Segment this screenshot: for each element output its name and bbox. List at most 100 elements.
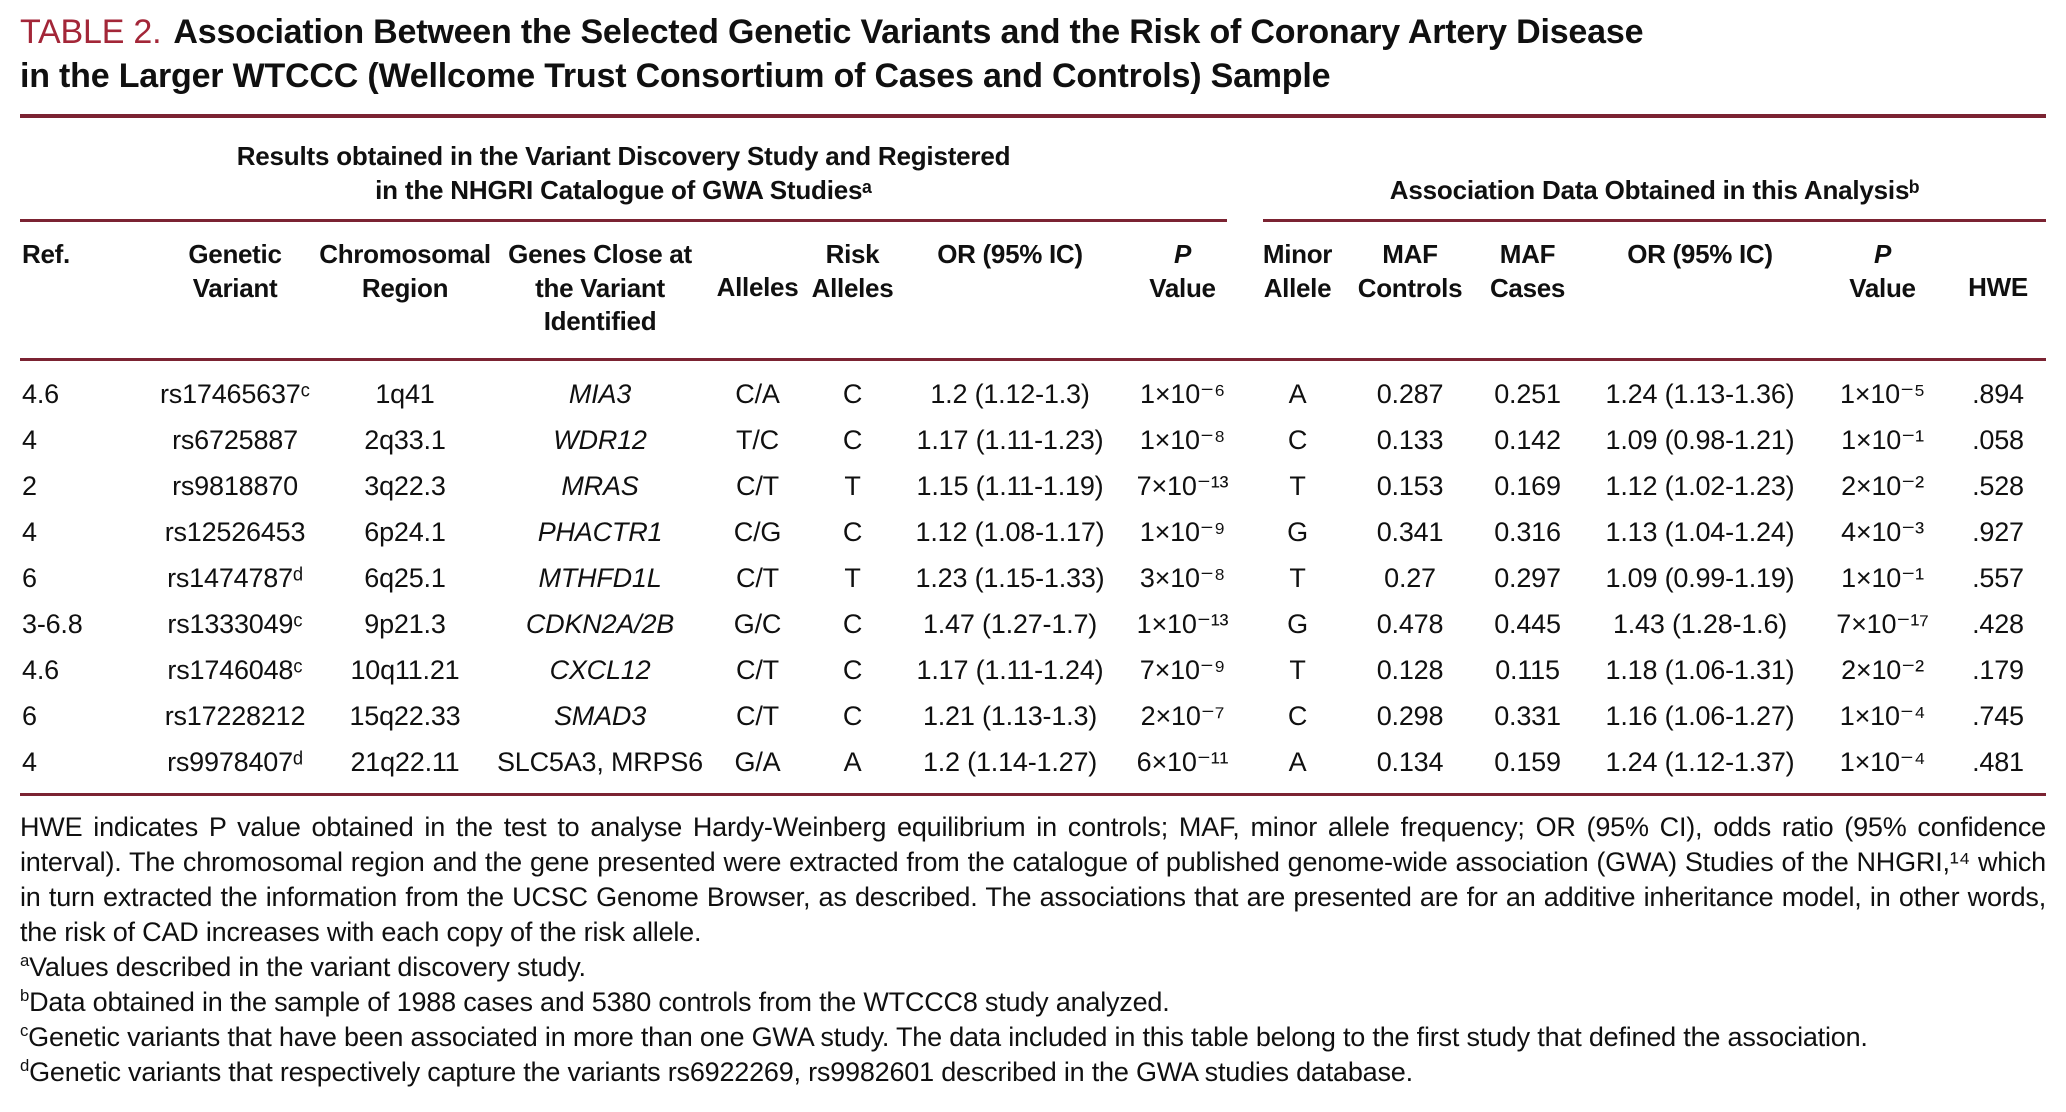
cell-or-analysis: 1.24 (1.13-1.36) (1605, 378, 1795, 409)
cell-maf-controls: 0.27 (1384, 562, 1436, 593)
cell-p-analysis: 2×10⁻² (1841, 654, 1924, 685)
cell-alleles: C/G (733, 516, 782, 547)
bottom-rule (20, 793, 2046, 797)
column-header-maf-controls: MAF Controls (1357, 239, 1463, 303)
footnote-a: aValues described in the variant discove… (20, 950, 2046, 985)
cell-maf-cases: 0.169 (1494, 470, 1561, 501)
cell-or-analysis: 1.13 (1.04-1.24) (1605, 516, 1795, 547)
footnote-general: HWE indicates P value obtained in the te… (20, 812, 2046, 948)
cell-p-analysis: 4×10⁻³ (1841, 516, 1924, 547)
column-header-hwe: HWE (1968, 272, 2028, 303)
group-header-analysis: Association Data Obtained in this Analys… (1263, 118, 2046, 223)
cell-alleles: C/T (736, 470, 779, 501)
table-title-line1: Association Between the Selected Genetic… (173, 13, 1644, 51)
cell-variant: rs9978407ᵈ (167, 746, 303, 777)
cell-minor: A (1288, 746, 1307, 777)
cell-region: 21q22.11 (350, 746, 460, 777)
cell-minor: G (1287, 608, 1308, 639)
cell-hwe: .894 (1972, 378, 2024, 409)
cell-region: 6q25.1 (364, 562, 446, 593)
cell-or-discovery: 1.17 (1.11-1.23) (916, 424, 1104, 455)
cell-risk: T (844, 470, 861, 501)
cell-risk: C (842, 378, 863, 409)
cell-risk: C (842, 654, 863, 685)
cell-or-discovery: 1.15 (1.11-1.19) (916, 470, 1104, 501)
cell-or-analysis: 1.24 (1.12-1.37) (1605, 746, 1795, 777)
cell-p-analysis: 2×10⁻² (1841, 470, 1924, 501)
footnote-d: dGenetic variants that respectively capt… (20, 1055, 2046, 1090)
cell-genes: SLC5A3, MRPS6 (497, 746, 703, 777)
cell-hwe: .058 (1972, 424, 2024, 455)
cell-alleles: G/C (733, 608, 782, 639)
cell-genes: PHACTR1 (537, 516, 663, 547)
top-rule (20, 114, 2046, 119)
cell-variant: rs1474787ᵈ (167, 562, 303, 593)
cell-p-analysis: 1×10⁻⁵ (1839, 378, 1926, 409)
cell-ref: 4.6 (22, 378, 59, 409)
cell-maf-cases: 0.115 (1495, 654, 1560, 685)
cell-or-analysis: 1.16 (1.06-1.27) (1605, 700, 1795, 731)
cell-hwe: .557 (1972, 562, 2024, 593)
column-header-p-discovery: P Value (1149, 239, 1216, 303)
cell-maf-cases: 0.142 (1494, 424, 1561, 455)
cell-alleles: C/T (736, 700, 779, 731)
cell-or-discovery: 1.2 (1.14-1.27) (922, 746, 1098, 777)
cell-minor: C (1287, 424, 1308, 455)
cell-maf-cases: 0.251 (1494, 378, 1561, 409)
cell-risk: T (844, 562, 861, 593)
cell-risk: C (842, 608, 863, 639)
column-header-minor: Minor Allele (1262, 239, 1333, 303)
cell-or-discovery: 1.12 (1.08-1.17) (915, 516, 1105, 547)
footnote-d-marker: d (20, 1056, 30, 1076)
column-header-or-discovery: OR (95% IC) (937, 239, 1083, 270)
cell-minor: T (1289, 470, 1306, 501)
column-header-region: Chromosomal Region (319, 239, 491, 303)
cell-genes: SMAD3 (553, 700, 647, 731)
cell-p-analysis: 1×10⁻¹ (1841, 562, 1924, 593)
cell-or-discovery: 1.2 (1.12-1.3) (930, 378, 1090, 409)
cell-p-discovery: 2×10⁻⁷ (1140, 700, 1225, 731)
cell-hwe: .528 (1972, 470, 2024, 501)
cell-or-analysis: 1.18 (1.06-1.31) (1605, 654, 1795, 685)
cell-p-analysis: 1×10⁻¹ (1841, 424, 1924, 455)
group-header-label: Association Data Obtained in this Analys… (1389, 174, 1920, 205)
cell-variant: rs1746048ᶜ (167, 654, 303, 685)
cell-variant: rs9818870 (172, 470, 298, 501)
cell-maf-controls: 0.153 (1376, 470, 1444, 501)
column-header-or-analysis: OR (95% IC) (1627, 239, 1773, 270)
group-header-discovery: Results obtained in the Variant Discover… (20, 118, 1227, 223)
cell-maf-cases: 0.316 (1494, 516, 1561, 547)
cell-maf-cases: 0.331 (1494, 700, 1561, 731)
cell-minor: C (1287, 700, 1308, 731)
cell-region: 10q11.21 (350, 654, 460, 685)
footnote-a-marker: a (20, 951, 30, 971)
cell-hwe: .179 (1972, 654, 2024, 685)
footnotes: HWE indicates P value obtained in the te… (20, 810, 2046, 1090)
cell-ref: 4 (22, 424, 37, 455)
footnote-c-marker: c (20, 1021, 29, 1041)
cell-maf-controls: 0.133 (1376, 424, 1444, 455)
footnote-a-text: Values described in the variant discover… (29, 952, 586, 983)
cell-p-analysis: 1×10⁻⁴ (1839, 746, 1926, 777)
column-header-ref: Ref. (22, 239, 70, 270)
cell-region: 9p21.3 (364, 608, 446, 639)
column-header-p-analysis: P Value (1849, 239, 1916, 303)
variants-table: Results obtained in the Variant Discover… (20, 118, 2046, 797)
cell-region: 2q33.1 (364, 424, 446, 455)
cell-alleles: G/A (734, 746, 781, 777)
cell-ref: 2 (22, 470, 37, 501)
cell-region: 3q22.3 (364, 470, 446, 501)
footnote-c: cGenetic variants that have been associa… (20, 1020, 2046, 1055)
column-header-risk: Risk Alleles (811, 239, 894, 303)
cell-genes: MRAS (561, 470, 639, 501)
cell-variant: rs17228212 (164, 700, 306, 731)
footnote-c-text: Genetic variants that have been associat… (28, 1022, 1868, 1053)
cell-p-discovery: 6×10⁻¹¹ (1136, 746, 1229, 777)
cell-p-discovery: 1×10⁻⁸ (1139, 424, 1226, 455)
cell-maf-controls: 0.134 (1376, 746, 1444, 777)
cell-or-discovery: 1.17 (1.11-1.24) (916, 654, 1104, 685)
cell-or-analysis: 1.12 (1.02-1.23) (1605, 470, 1795, 501)
cell-region: 15q22.33 (349, 700, 461, 731)
cell-p-discovery: 1×10⁻⁹ (1139, 516, 1226, 547)
cell-alleles: C/A (735, 378, 780, 409)
